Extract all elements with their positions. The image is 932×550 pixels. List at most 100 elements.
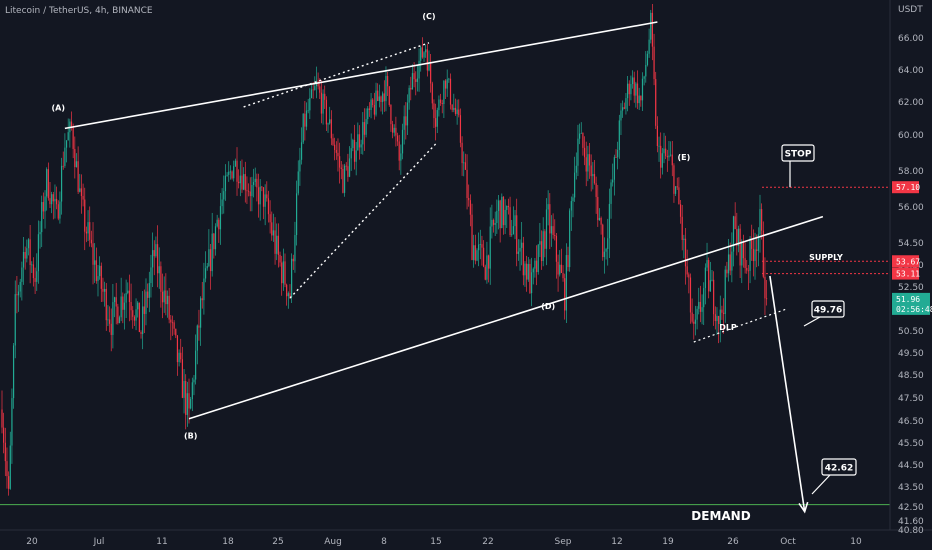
candle-body — [31, 264, 33, 266]
candle-body — [370, 99, 372, 111]
candle-body — [716, 315, 718, 322]
candle-body — [698, 301, 700, 309]
candle-body — [721, 309, 723, 313]
price-tick-label: 56.00 — [898, 203, 924, 213]
candle-body — [47, 169, 49, 199]
candle-body — [656, 125, 658, 147]
candle-body — [718, 315, 720, 325]
target1-callout-box — [811, 300, 845, 318]
candle-body — [400, 153, 402, 161]
candle-body — [507, 205, 510, 208]
candle-body — [37, 234, 40, 272]
time-tick-label: Sep — [555, 537, 572, 547]
candle-body — [284, 261, 286, 285]
candle-body — [282, 261, 284, 284]
candle-body — [635, 83, 637, 96]
candle-body — [269, 214, 271, 223]
candle-body — [204, 268, 207, 279]
candle-body — [363, 122, 366, 135]
candle-body — [433, 103, 435, 119]
time-axis[interactable]: 20 Jul 11 18 25 Aug 8 15 22 Sep 12 19 26 Oct 10 — [26, 537, 862, 547]
candle-body — [24, 251, 26, 259]
candle-body — [236, 160, 238, 182]
candle-body — [529, 264, 531, 294]
candle-body — [438, 99, 440, 111]
candle-body — [691, 312, 693, 322]
candle-body — [486, 255, 488, 280]
candle-body — [175, 328, 177, 336]
candle-body — [578, 133, 581, 139]
candle-body — [506, 205, 508, 210]
candle-body — [27, 239, 30, 249]
candle-body — [62, 165, 64, 167]
candle-body — [16, 294, 18, 296]
candle-body — [421, 47, 423, 58]
projection-arrow — [769, 275, 806, 512]
candle-body — [21, 267, 23, 282]
candle-body — [170, 319, 172, 323]
candle-body — [155, 244, 157, 257]
candle-body — [535, 260, 538, 273]
candle-body — [233, 166, 235, 179]
candle-body — [42, 202, 44, 212]
candle-body — [176, 335, 179, 363]
candle-body — [431, 83, 433, 104]
candle-body — [59, 201, 61, 219]
candle-body — [658, 145, 660, 147]
candle-body — [504, 209, 506, 226]
candle-body — [100, 265, 102, 289]
candle-body — [297, 171, 299, 194]
candle-body — [618, 120, 620, 150]
candle-body — [494, 223, 496, 225]
price-tick-label: 46.50 — [898, 417, 924, 427]
candle-body — [191, 382, 193, 400]
candle-body — [583, 147, 586, 158]
candle-body — [39, 232, 41, 235]
candle-body — [334, 144, 336, 151]
candle-body — [223, 191, 225, 200]
candle-body — [443, 80, 445, 105]
candle-body — [666, 155, 668, 158]
candle-body — [312, 89, 314, 91]
candle-body — [476, 250, 478, 261]
wave-label: (B) — [184, 432, 197, 441]
candle-body — [423, 52, 425, 58]
candle-body — [32, 264, 35, 279]
candle-body — [574, 172, 576, 198]
candle-body — [291, 258, 293, 297]
candle-body — [213, 233, 215, 250]
candle-body — [123, 302, 126, 310]
price-tick-label: 44.50 — [898, 461, 924, 471]
price-tick-label: 66.00 — [898, 34, 924, 44]
candle-body — [704, 267, 706, 289]
candle-body — [390, 104, 392, 125]
candle-body — [118, 317, 121, 324]
candle-body — [519, 247, 521, 252]
candle-body — [706, 260, 708, 268]
candle-body — [688, 274, 690, 278]
candle-body — [372, 99, 374, 106]
candle-body — [686, 266, 688, 275]
candle-body — [178, 352, 180, 363]
candle-body — [6, 461, 8, 477]
candle-body — [709, 280, 711, 292]
candle-body — [266, 194, 268, 199]
candle-body — [214, 226, 217, 250]
candle-body — [252, 182, 255, 185]
candle-body — [511, 234, 513, 236]
candle-body — [416, 78, 419, 82]
candle-body — [590, 165, 592, 177]
candle-body — [224, 175, 227, 192]
candle-body — [582, 132, 584, 148]
candle-body — [719, 309, 721, 325]
candle-body — [516, 215, 518, 254]
candle-body — [473, 245, 475, 261]
candle-body — [148, 283, 150, 298]
candle-body — [648, 39, 650, 54]
candle-body — [29, 239, 31, 265]
candle-body — [617, 149, 619, 158]
candle-body — [209, 249, 212, 272]
